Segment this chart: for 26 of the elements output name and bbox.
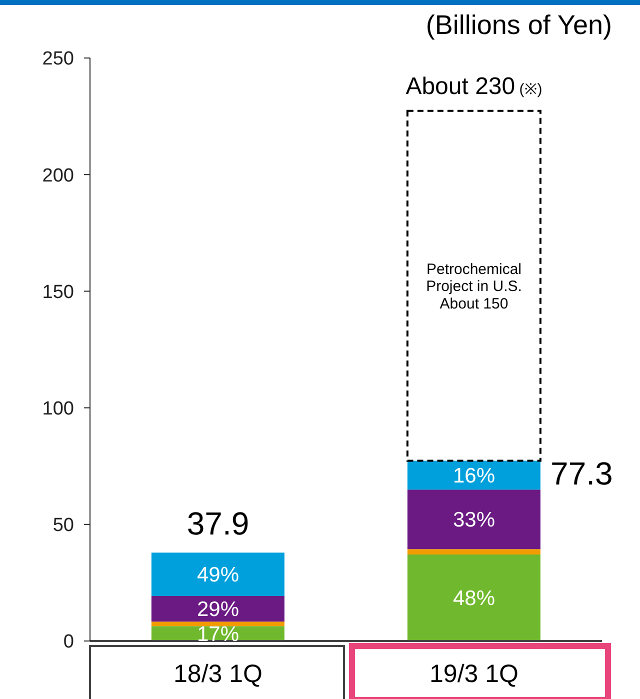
- x-tick-label: 18/3 1Q: [174, 660, 262, 688]
- bar: [407, 490, 540, 550]
- bar: [151, 622, 284, 626]
- y-tick-label: 250: [42, 48, 74, 70]
- y-tick-label: 200: [42, 165, 74, 186]
- bar: [151, 552, 284, 596]
- annotation: Petrochemical Project in U.S. About 150: [426, 260, 522, 312]
- bar: [407, 554, 540, 641]
- y-axis-title: (Billions of Yen): [426, 10, 612, 41]
- bar: [407, 460, 540, 490]
- annotation: About 230 (※): [406, 72, 542, 100]
- annotation: 77.3: [550, 456, 613, 492]
- annotation: 16%: [452, 464, 496, 488]
- annotation: 33%: [452, 508, 496, 532]
- bar: [151, 596, 284, 622]
- y-tick-label: 100: [42, 398, 74, 420]
- y-tick-label: 0: [63, 632, 74, 653]
- y-tick-label: 50: [52, 515, 74, 536]
- annotation: 29%: [196, 598, 240, 622]
- annotation: 48%: [452, 587, 496, 610]
- y-tick-label: 150: [42, 282, 74, 303]
- x-tick-label: 19/3 1Q: [430, 660, 518, 688]
- annotation: 49%: [196, 564, 240, 587]
- annotation: 37.9: [186, 506, 250, 542]
- bar: [407, 549, 540, 554]
- bar: [406, 110, 542, 462]
